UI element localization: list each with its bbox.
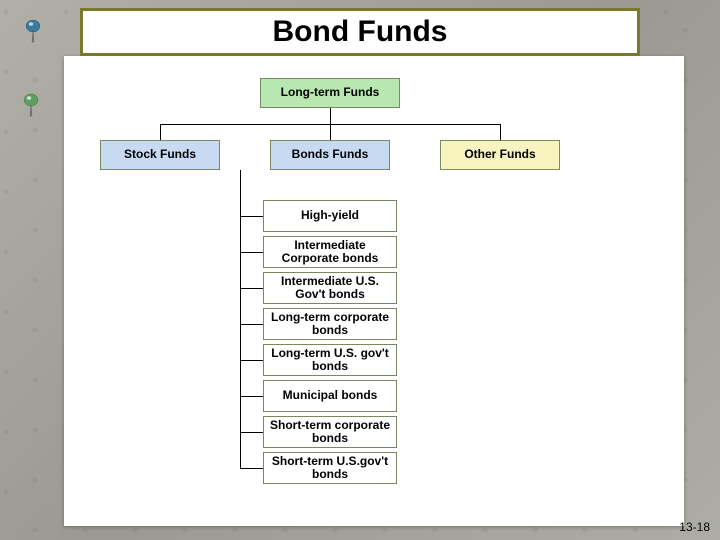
page-number: 13-18	[679, 520, 710, 534]
node-b6: Municipal bonds	[263, 380, 397, 412]
pushpin-icon	[20, 92, 42, 120]
connector-line	[500, 124, 501, 140]
connector-line	[240, 252, 263, 253]
node-other: Other Funds	[440, 140, 560, 170]
node-b1: High-yield	[263, 200, 397, 232]
node-stock: Stock Funds	[100, 140, 220, 170]
connector-line	[240, 170, 241, 468]
node-b8: Short-term U.S.gov't bonds	[263, 452, 397, 484]
slide-title-box: Bond Funds	[80, 8, 640, 56]
connector-line	[240, 360, 263, 361]
node-b5: Long-term U.S. gov't bonds	[263, 344, 397, 376]
connector-line	[330, 108, 331, 124]
slide-title: Bond Funds	[273, 15, 448, 49]
node-b3: Intermediate U.S. Gov't bonds	[263, 272, 397, 304]
connector-line	[240, 432, 263, 433]
connector-line	[240, 396, 263, 397]
node-b4: Long-term corporate bonds	[263, 308, 397, 340]
node-bonds: Bonds Funds	[270, 140, 390, 170]
node-b2: Intermediate Corporate bonds	[263, 236, 397, 268]
connector-line	[160, 124, 161, 140]
slide: Bond Funds Long-term Funds Stock Funds Bon…	[0, 0, 720, 540]
connector-line	[240, 324, 263, 325]
connector-line	[240, 216, 263, 217]
connector-line	[240, 288, 263, 289]
pushpin-icon	[22, 18, 44, 46]
node-root: Long-term Funds	[260, 78, 400, 108]
node-b7: Short-term corporate bonds	[263, 416, 397, 448]
connector-line	[240, 468, 263, 469]
connector-line	[330, 124, 331, 140]
